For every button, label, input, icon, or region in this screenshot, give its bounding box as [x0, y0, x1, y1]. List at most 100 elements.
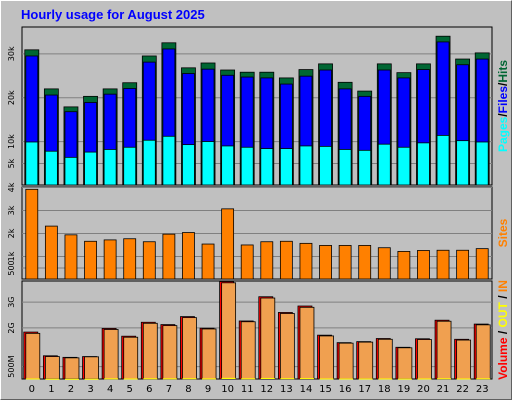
- kbytes-out-bar: [143, 378, 158, 380]
- pages-bar: [201, 141, 215, 186]
- kbytes-in-bar: [377, 338, 393, 380]
- kbytes-out-bar: [25, 378, 40, 380]
- x-tick-label: 9: [205, 384, 211, 395]
- sites-bar: [279, 240, 293, 280]
- x-tick-label: 6: [146, 384, 152, 395]
- sites-bar: [456, 249, 470, 280]
- y-tick-label: 3k: [7, 205, 16, 215]
- kbytes-out-bar: [299, 378, 314, 380]
- kbytes-out-bar: [260, 377, 275, 379]
- x-tick-label: 14: [300, 384, 313, 395]
- kbytes-in-bar: [201, 328, 217, 380]
- kbytes-in-bar: [221, 282, 237, 380]
- sites-bar: [397, 250, 411, 280]
- kbytes-out-bar: [104, 378, 119, 380]
- pages-bar: [417, 142, 430, 186]
- y-tick-label: 5k: [7, 158, 16, 168]
- pages-bar: [64, 156, 78, 186]
- x-tick-label: 13: [280, 384, 293, 395]
- y-axis-label-volume: Volume / OUT / IN: [496, 280, 510, 380]
- kbytes-in-bar: [25, 332, 41, 380]
- sites-bar: [44, 225, 58, 280]
- y-axis-label-part: IN: [496, 280, 510, 292]
- y-tick-label: 500: [7, 260, 16, 275]
- y-axis-label-part: Pages: [496, 116, 510, 152]
- x-tick-label: 11: [241, 384, 254, 395]
- x-tick-label: 17: [358, 384, 371, 395]
- x-tick-label: 5: [127, 384, 133, 395]
- sites-bar: [162, 233, 176, 280]
- kbytes-out-bar: [397, 378, 412, 380]
- sites-bar: [84, 240, 97, 280]
- pages-bar: [84, 151, 97, 186]
- y-axis-label-part: Hits: [496, 60, 510, 83]
- pages-bar: [260, 148, 274, 186]
- sites-bar: [475, 248, 489, 280]
- y-tick-label: 30k: [7, 46, 16, 61]
- kbytes-out-bar: [358, 378, 373, 380]
- y-tick-label: 3G: [7, 296, 16, 307]
- sites-bar: [299, 242, 313, 280]
- kbytes-in-bar: [123, 336, 139, 380]
- sites-bar: [142, 241, 156, 280]
- pages-bar: [358, 149, 372, 186]
- kbytes-in-bar: [64, 357, 80, 380]
- y-tick-label: 500M: [7, 355, 16, 377]
- kbytes-out-bar: [123, 378, 138, 380]
- y-axis-label-part: /: [496, 82, 510, 86]
- kbytes-in-bar: [279, 313, 295, 380]
- pages-bar: [44, 150, 58, 186]
- kbytes-in-bar: [299, 306, 315, 380]
- sites-bar: [338, 245, 352, 280]
- pages-bar: [123, 146, 137, 186]
- y-axis-label-hits-files-pages: Pages/Files/Hits: [496, 60, 510, 152]
- y-axis-label-part: /: [496, 327, 510, 337]
- kbytes-in-bar: [142, 322, 158, 380]
- pages-bar: [299, 145, 313, 186]
- x-tick-label: 19: [398, 384, 411, 395]
- pages-bar: [240, 146, 254, 186]
- y-tick-label: 4k: [7, 182, 16, 192]
- kbytes-out-bar: [417, 378, 432, 380]
- sites-bar: [103, 239, 117, 280]
- sites-bar: [221, 208, 235, 280]
- pages-bar: [338, 149, 352, 186]
- kbytes-out-bar: [319, 378, 334, 380]
- kbytes-in-bar: [84, 356, 99, 380]
- pages-bar: [221, 145, 235, 186]
- sites-bar: [123, 238, 137, 280]
- kbytes-in-bar: [240, 321, 256, 380]
- kbytes-out-bar: [476, 378, 491, 380]
- kbytes-in-bar: [397, 347, 413, 380]
- kbytes-in-bar: [417, 339, 432, 380]
- x-tick-label: 21: [437, 384, 450, 395]
- sites-bar: [358, 245, 372, 280]
- pages-bar: [397, 146, 411, 186]
- kbytes-in-bar: [456, 339, 472, 380]
- pages-bar: [475, 141, 489, 186]
- kbytes-out-bar: [182, 378, 197, 380]
- sites-bar: [201, 243, 215, 280]
- pages-bar: [103, 149, 117, 186]
- y-axis-label-sites: Sites: [496, 218, 510, 247]
- kbytes-in-bar: [436, 320, 452, 380]
- kbytes-out-bar: [45, 378, 60, 380]
- y-tick-label: 20k: [7, 90, 16, 105]
- kbytes-out-bar: [378, 378, 393, 380]
- x-tick-label: 7: [166, 384, 172, 395]
- x-tick-label: 22: [456, 384, 469, 395]
- kbytes-out-bar: [84, 378, 99, 380]
- x-tick-label: 2: [68, 384, 74, 395]
- kbytes-in-bar: [319, 335, 334, 380]
- kbytes-out-bar: [221, 377, 236, 379]
- kbytes-in-bar: [44, 356, 60, 380]
- x-tick-label: 15: [319, 384, 332, 395]
- kbytes-in-bar: [475, 324, 491, 380]
- sites-bar: [417, 250, 430, 280]
- sites-bar: [240, 244, 254, 280]
- kbytes-in-bar: [182, 317, 197, 380]
- y-axis-label-part: Volume: [496, 337, 510, 380]
- pages-bar: [319, 145, 332, 186]
